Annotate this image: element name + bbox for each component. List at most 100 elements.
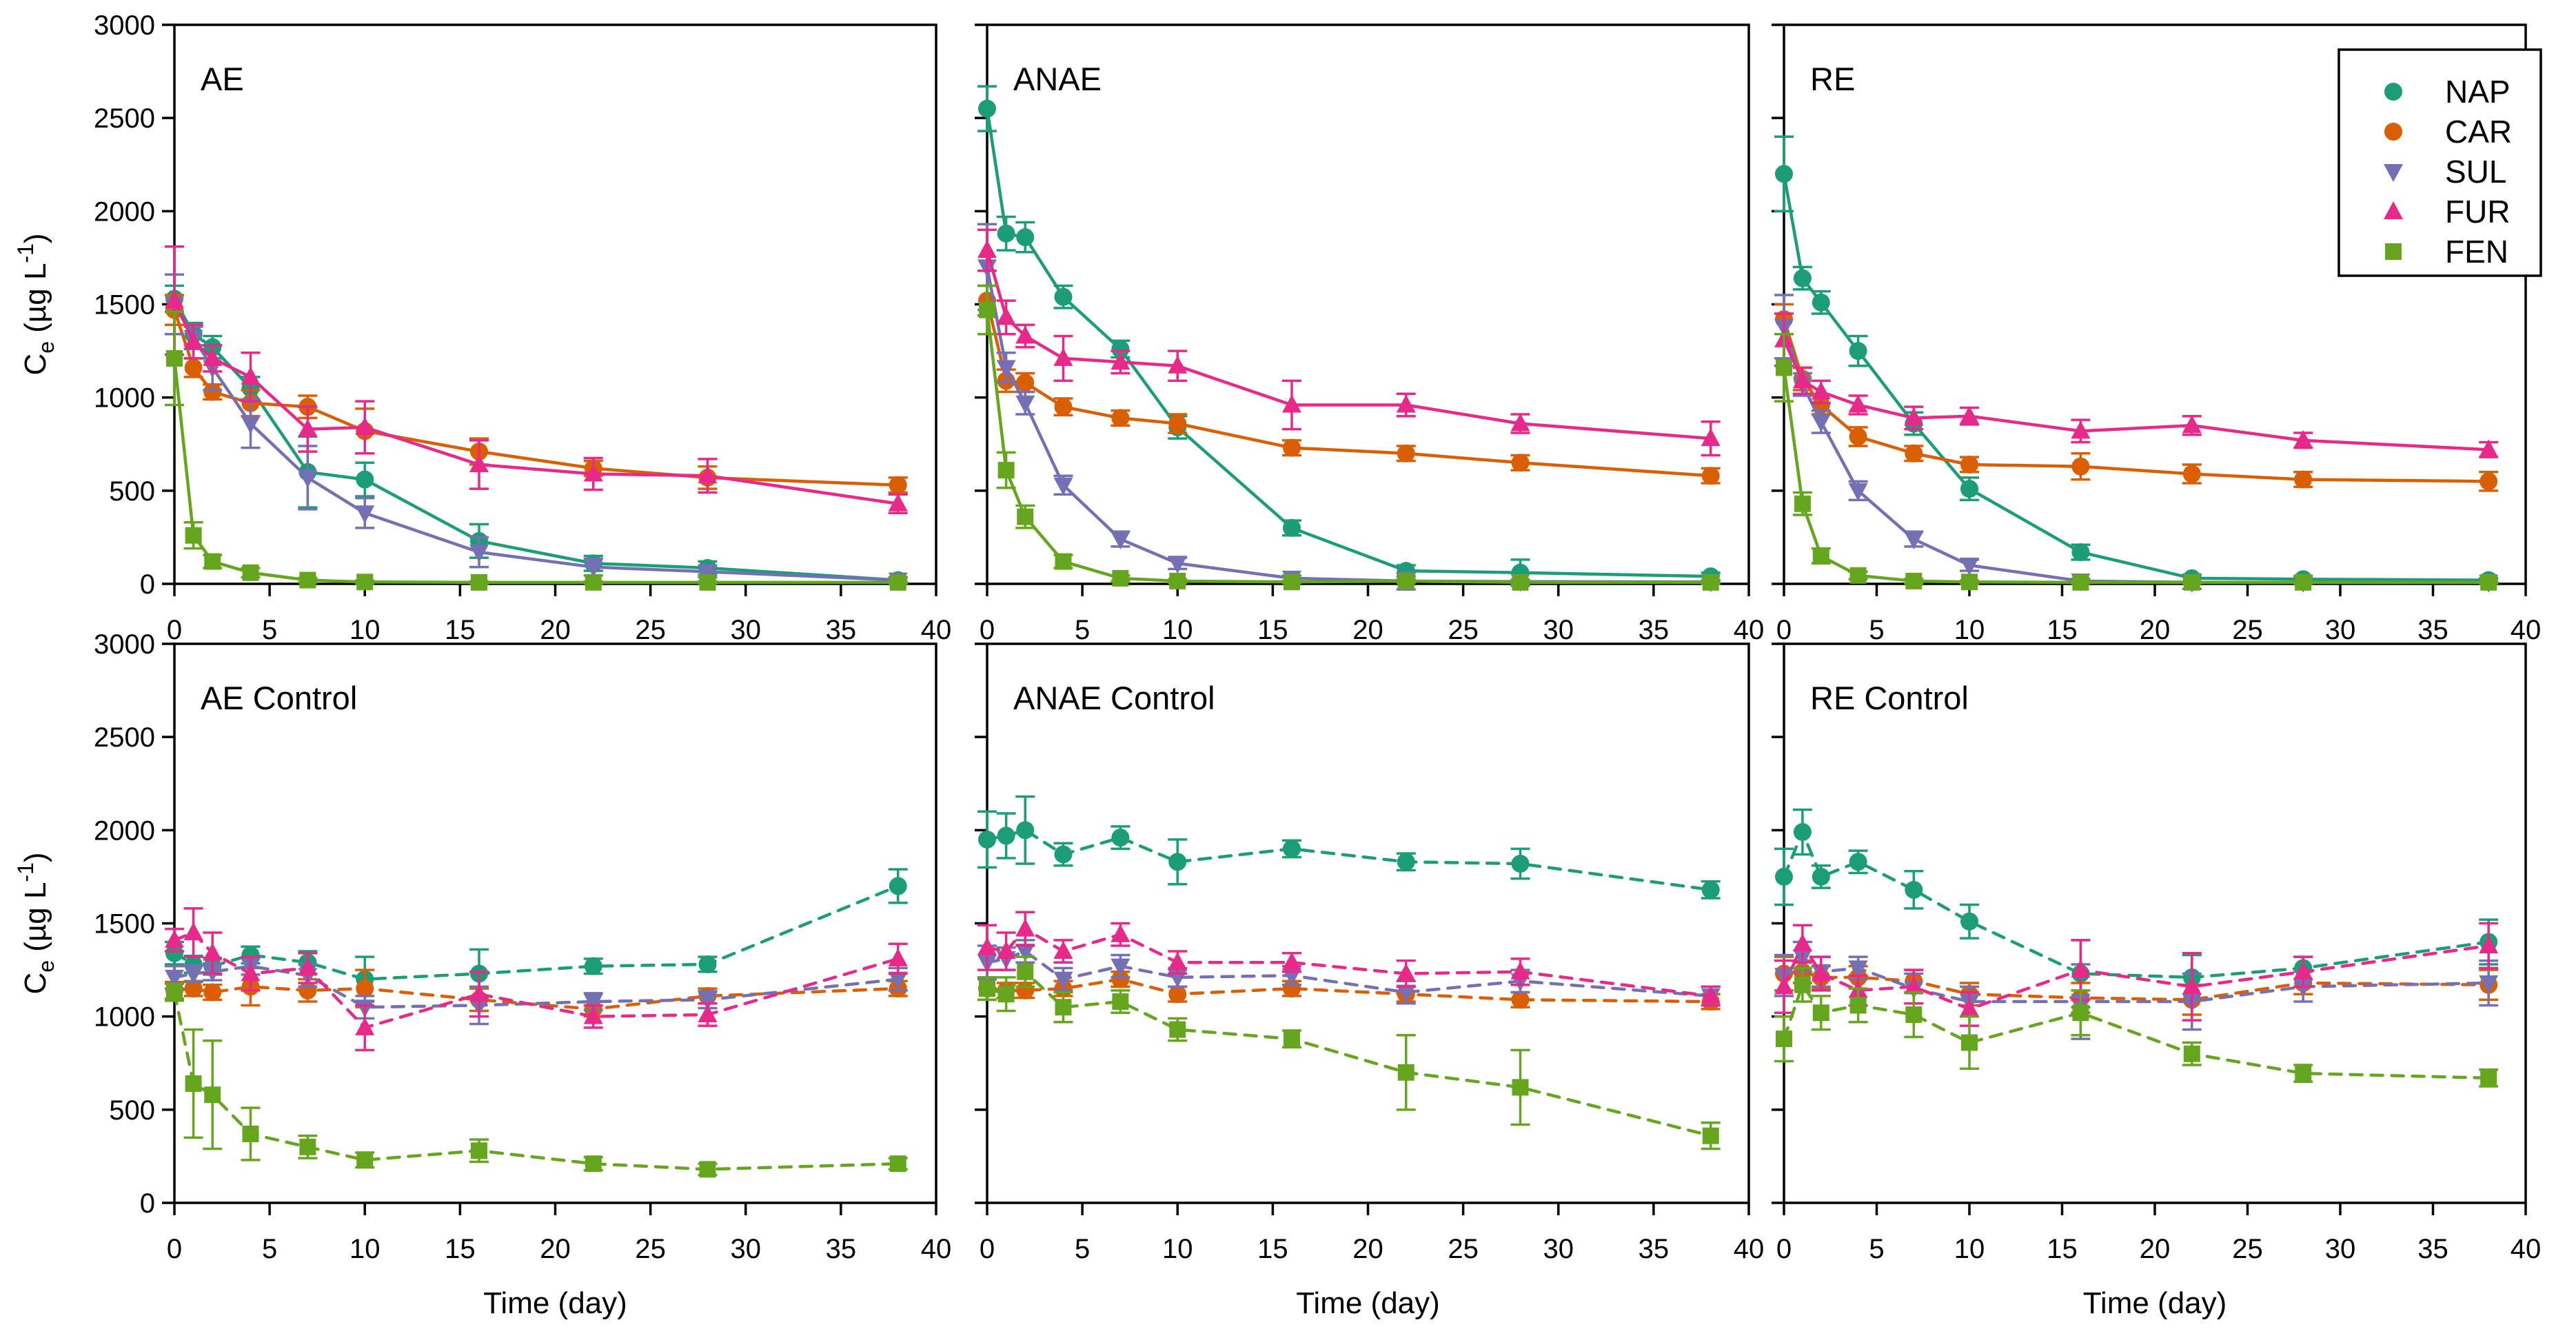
marker-car-circle [1960, 455, 1978, 474]
x-tick-label: 35 [1639, 615, 1670, 645]
marker-fur-triangle-up [2071, 420, 2091, 439]
y-tick-label: 2500 [94, 722, 155, 753]
marker-car-circle [1905, 444, 1923, 463]
y-axis-title: Ce (µg L-1) [13, 852, 59, 994]
x-tick-label: 20 [1352, 615, 1383, 645]
marker-car-circle [1016, 374, 1035, 392]
series-fen [1774, 966, 2499, 1088]
marker-fen-square [1397, 572, 1414, 589]
x-tick-label: 5 [1869, 615, 1884, 645]
marker-fur-triangle-up [469, 454, 489, 472]
x-tick-label: 10 [349, 1234, 381, 1264]
x-tick-label: 40 [921, 1234, 952, 1264]
marker-fen-square [1849, 997, 1867, 1014]
marker-fen-square [1112, 993, 1129, 1011]
marker-fur-triangle-up [977, 240, 997, 258]
y-tick-label: 3000 [94, 629, 155, 660]
series-car [1774, 303, 2499, 492]
marker-sul-triangle-down [241, 416, 261, 434]
marker-sul-triangle-down [583, 559, 603, 578]
x-tick-label: 10 [1162, 615, 1193, 645]
x-tick-label: 40 [1734, 615, 1765, 645]
marker-fur-triangle-up [2293, 961, 2313, 980]
legend-label: CAR [2445, 114, 2512, 150]
x-tick-label: 10 [349, 615, 381, 645]
x-tick-label: 15 [1257, 615, 1288, 645]
y-tick-label: 0 [140, 569, 155, 600]
marker-sul-triangle-down [1904, 531, 1924, 550]
x-tick-label: 5 [1075, 1234, 1090, 1264]
series-line [985, 107, 1712, 578]
x-tick-label: 15 [2047, 615, 2078, 645]
marker-fur-triangle-up [888, 948, 908, 966]
marker-nap-circle [1849, 853, 1867, 871]
marker-nap-circle [1812, 867, 1830, 886]
marker-fur-triangle-up [469, 984, 489, 1002]
marker-fur-triangle-up [1792, 933, 1812, 952]
marker-fur-triangle-up [165, 290, 184, 309]
marker-nap-circle [978, 99, 996, 118]
marker-fen-square [2183, 574, 2200, 591]
series-fur [165, 907, 908, 1052]
marker-sul-triangle-down [1110, 958, 1130, 977]
marker-sul-triangle-down [1960, 557, 1979, 576]
x-tick-label: 30 [731, 1234, 762, 1264]
y-tick-label: 3000 [94, 10, 155, 41]
x-tick-label: 15 [445, 1234, 476, 1264]
marker-fen-square [889, 574, 906, 591]
x-tick-label: 5 [1075, 615, 1090, 645]
x-tick-label: 0 [167, 1234, 182, 1264]
marker-fur-triangle-up [996, 307, 1016, 325]
marker-fen-square [1776, 359, 1792, 376]
panel-re: 0 5 10 15 20 25 30 35 40 RE [1772, 23, 2542, 645]
marker-car-circle [889, 476, 907, 494]
marker-car-circle [203, 983, 222, 1002]
y-tick-label: 1500 [94, 290, 155, 321]
marker-car-circle [1111, 970, 1130, 988]
marker-fen-square [997, 462, 1015, 479]
nap-legend-marker-icon [2384, 83, 2402, 101]
marker-nap-circle [1168, 853, 1187, 871]
series-line [985, 949, 1712, 998]
x-tick-label: 25 [2232, 615, 2263, 645]
marker-fur-triangle-up [203, 347, 223, 366]
marker-fen-square [299, 1138, 316, 1155]
marker-fur-triangle-up [1904, 407, 1924, 426]
marker-nap-circle [1812, 293, 1830, 312]
marker-nap-circle [1960, 480, 1978, 498]
marker-fur-triangle-up [1396, 394, 1416, 413]
x-tick-label: 20 [540, 615, 571, 645]
marker-fen-square [471, 1142, 487, 1159]
marker-fen-square [1397, 1064, 1414, 1081]
marker-sul-triangle-down [698, 992, 718, 1011]
marker-nap-circle [1054, 287, 1073, 306]
y-tick-label: 2500 [94, 103, 155, 134]
panel-label: AE Control [201, 680, 357, 716]
x-tick-label: 0 [980, 615, 995, 645]
x-tick-label: 25 [635, 1234, 666, 1264]
marker-fen-square [1812, 1004, 1829, 1022]
marker-fen-square [185, 527, 202, 544]
series-line [1782, 983, 2491, 1080]
panel-ae: 0 500 1000 1500 2000 2500 3000 0 5 10 15 20 25 30 35 40… [94, 10, 951, 645]
marker-nap-circle [1775, 165, 1793, 183]
series-line [1782, 942, 2491, 1011]
marker-nap-circle [1775, 867, 1793, 886]
panel-label: ANAE Control [1013, 680, 1215, 716]
marker-sul-triangle-down [996, 360, 1016, 378]
marker-fur-triangle-up [1811, 381, 1831, 400]
x-tick-label: 25 [635, 615, 666, 645]
x-tick-label: 15 [1257, 1234, 1288, 1264]
series-line [172, 985, 900, 1011]
fen-legend-marker-icon [2385, 243, 2402, 260]
marker-nap-circle [165, 944, 183, 962]
series-line [1782, 970, 2491, 1002]
x-tick-label: 5 [262, 1234, 277, 1264]
x-tick-label: 40 [2511, 615, 2542, 645]
marker-nap-circle [2071, 543, 2090, 562]
series-car [165, 966, 908, 1018]
marker-fen-square [1702, 1127, 1719, 1144]
marker-car-circle [1511, 991, 1530, 1009]
